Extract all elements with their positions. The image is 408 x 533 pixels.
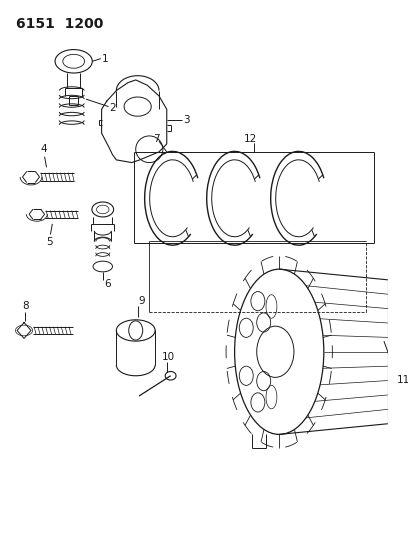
Text: 4: 4 xyxy=(41,144,47,154)
Text: 9: 9 xyxy=(139,296,146,306)
Text: 3: 3 xyxy=(184,115,190,125)
Text: 5: 5 xyxy=(47,237,53,247)
Text: 10: 10 xyxy=(162,352,175,362)
Text: 1: 1 xyxy=(102,54,109,63)
Text: 2: 2 xyxy=(110,103,116,112)
Text: 12: 12 xyxy=(244,134,257,143)
Text: 6: 6 xyxy=(105,279,111,289)
Text: 11: 11 xyxy=(396,375,408,385)
Text: 8: 8 xyxy=(22,301,29,311)
Text: 7: 7 xyxy=(153,134,160,143)
Text: 6151  1200: 6151 1200 xyxy=(16,17,103,31)
